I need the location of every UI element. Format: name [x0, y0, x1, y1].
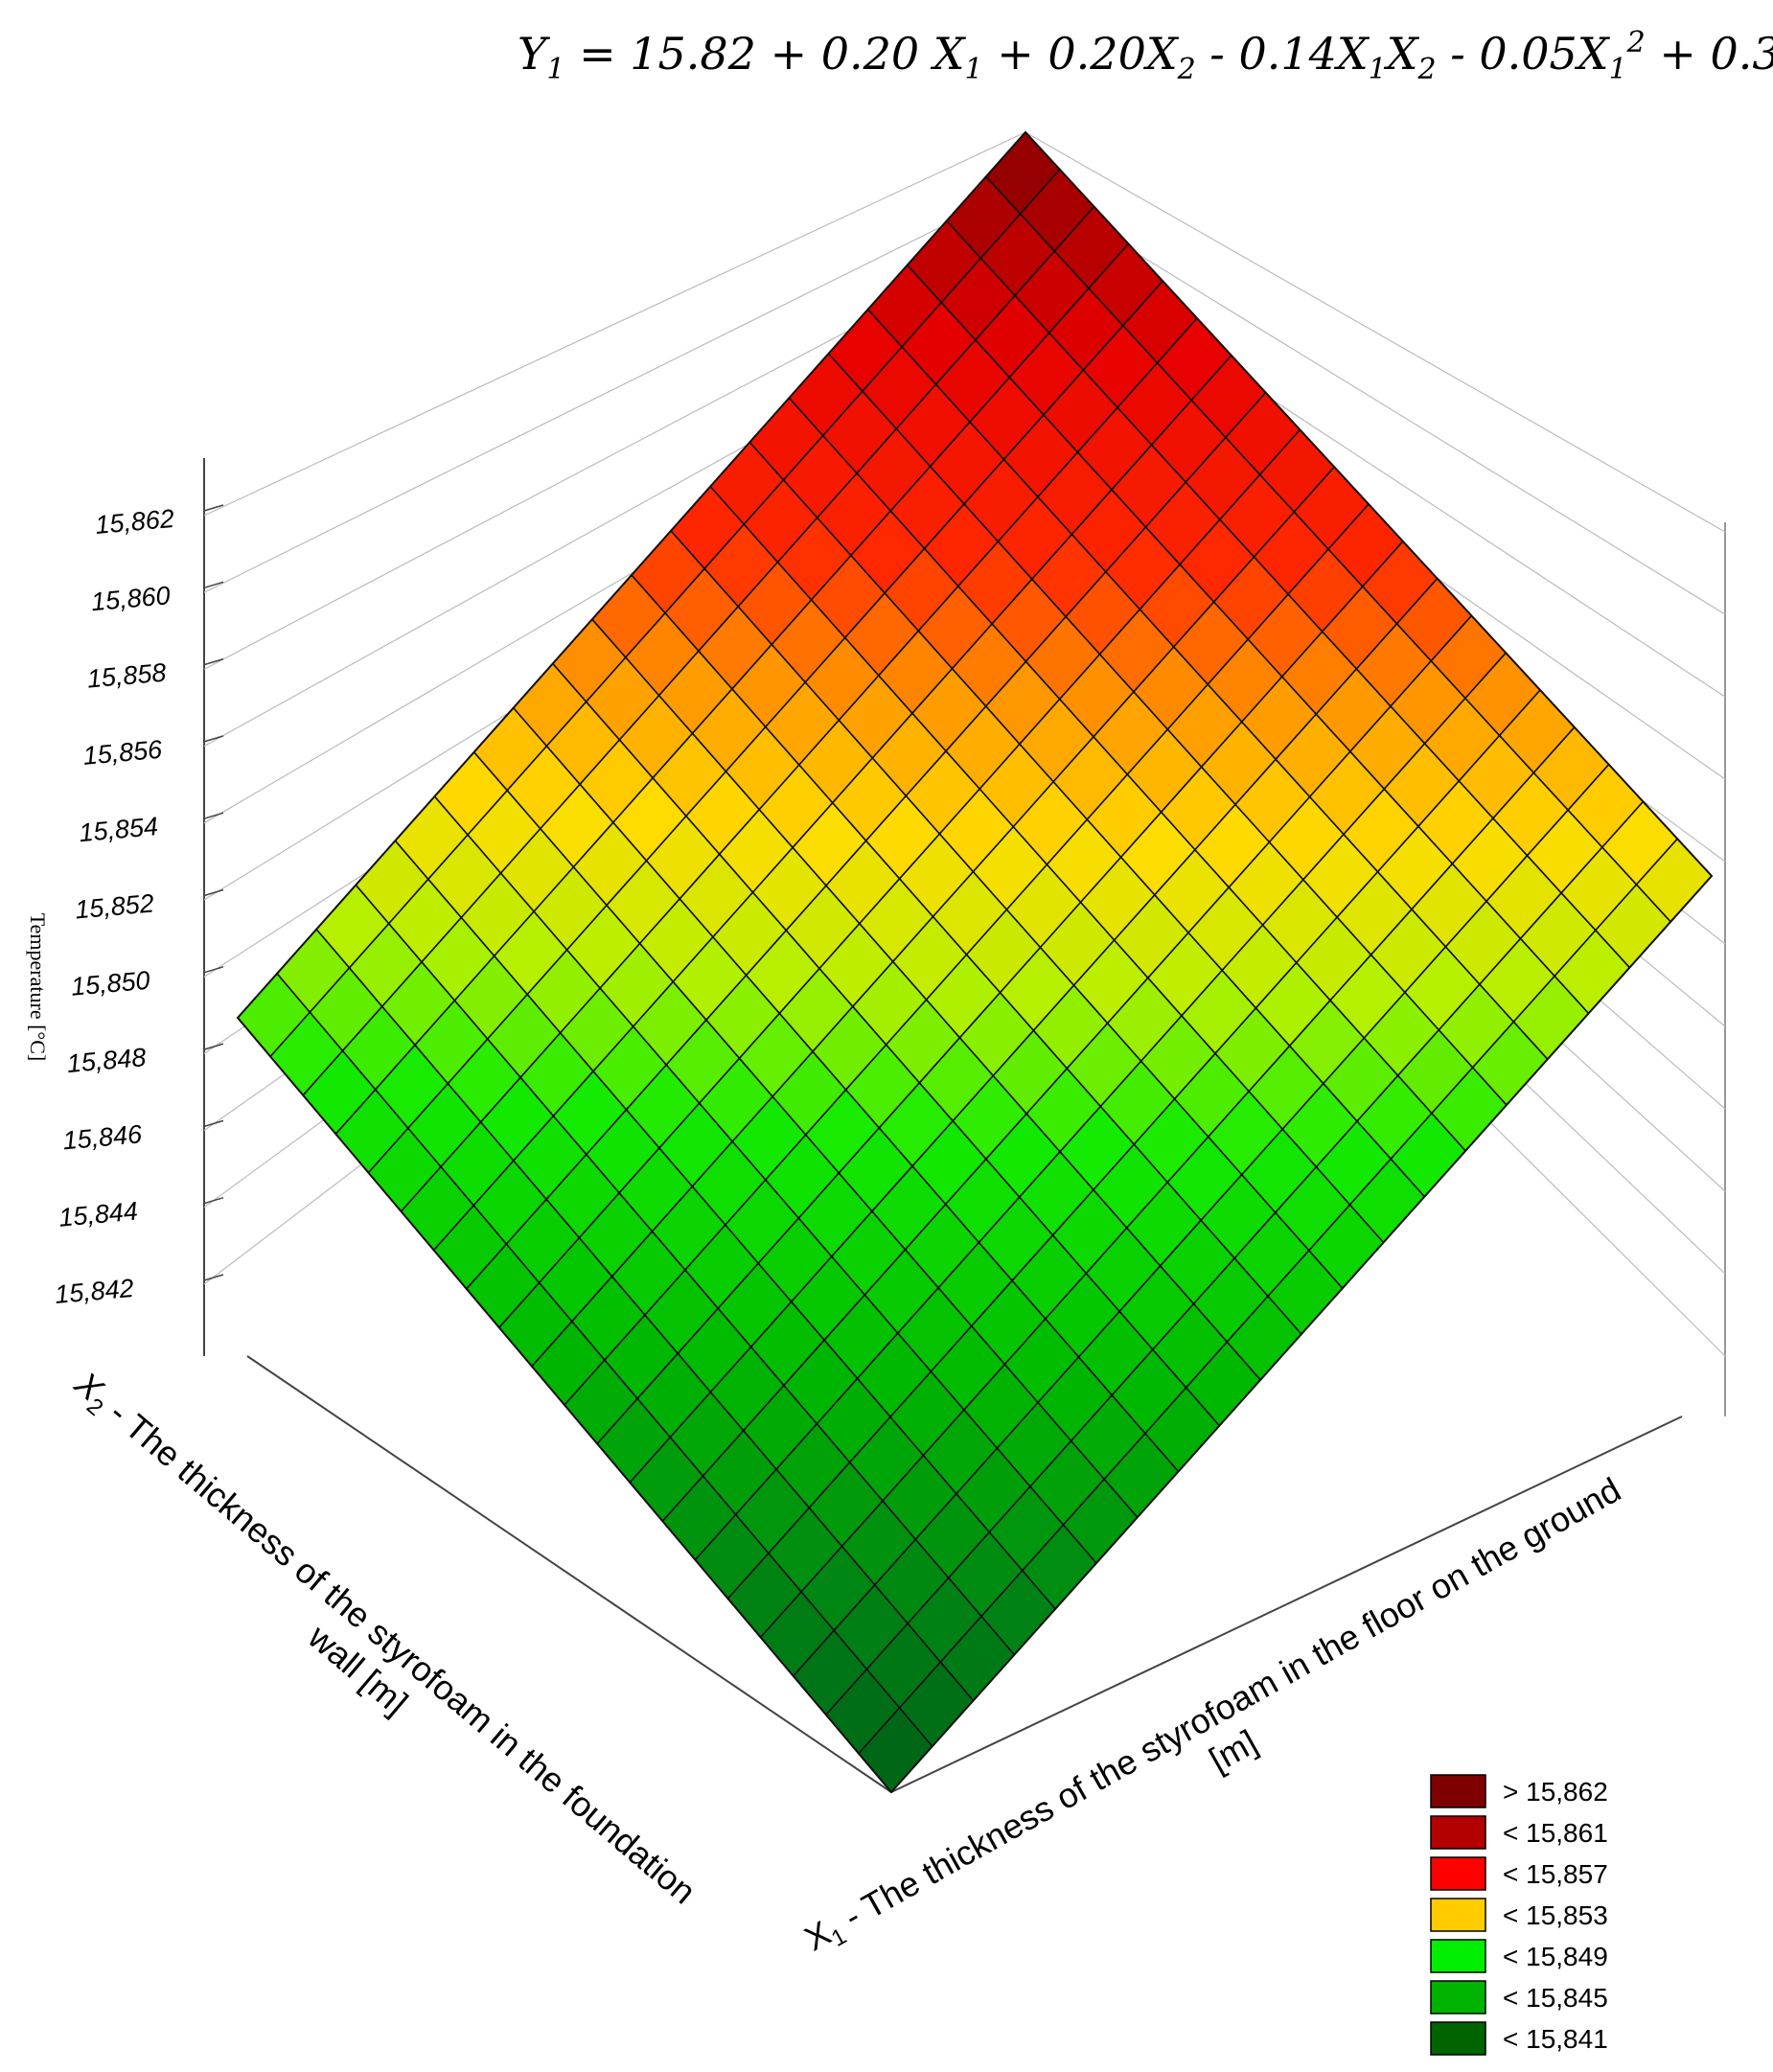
z-tick: 15,856: [81, 735, 224, 771]
z-tick: 15,852: [74, 888, 224, 924]
z-tick-mark: [203, 735, 224, 743]
z-tick-mark: [203, 657, 224, 666]
z-tick-label: 15,856: [81, 735, 164, 771]
z-tick-mark: [203, 581, 224, 589]
legend-label: < 15,861: [1503, 1818, 1608, 1848]
z-tick-label: 15,848: [66, 1043, 148, 1078]
legend-swatch: [1430, 1815, 1486, 1850]
z-tick-label: 15,854: [78, 812, 159, 847]
z-tick: 15,862: [94, 504, 224, 540]
z-tick: 15,850: [70, 966, 224, 1001]
z-tick: 15,842: [54, 1274, 224, 1309]
z-axis-label: Temperature [°C]: [26, 913, 50, 1061]
z-tick-label: 15,844: [58, 1197, 139, 1232]
legend-label: < 15,841: [1503, 2024, 1608, 2054]
z-tick-mark: [203, 812, 224, 819]
legend-item: < 15,857: [1430, 1856, 1608, 1891]
z-tick-label: 15,860: [90, 581, 172, 616]
z-tick: 15,848: [66, 1043, 224, 1078]
z-tick-label: 15,858: [86, 657, 168, 693]
legend-label: < 15,853: [1503, 1900, 1608, 1930]
legend-swatch: [1430, 1856, 1486, 1891]
legend-item: > 15,862: [1430, 1774, 1608, 1808]
legend-label: < 15,857: [1503, 1859, 1608, 1889]
legend-label: > 15,862: [1503, 1777, 1608, 1807]
z-tick-mark: [203, 1196, 224, 1205]
z-axis-ticks: 15,842 15,844 15,846 15,848 15,850 15,852 15,8…: [54, 504, 224, 1309]
grid-line: [203, 184, 1026, 593]
legend-label: < 15,845: [1503, 1983, 1608, 2013]
legend-swatch: [1430, 1980, 1486, 2014]
x1-axis-line: [890, 1416, 1683, 1793]
z-tick-mark: [203, 504, 224, 512]
z-tick: 15,860: [90, 581, 224, 616]
z-tick-mark: [203, 1274, 224, 1281]
legend: > 15,862 < 15,861 < 15,857 < 15,853 < 15,849…: [1430, 1774, 1608, 2056]
legend-swatch: [1430, 1939, 1486, 1973]
x2-axis-line: [246, 1355, 892, 1793]
z-tick-label: 15,850: [70, 966, 151, 1001]
z-tick: 15,858: [86, 657, 224, 694]
z-tick-label: 15,862: [94, 504, 175, 540]
z-tick-label: 15,852: [74, 888, 155, 924]
legend-swatch: [1430, 2021, 1486, 2056]
legend-item: < 15,845: [1430, 1980, 1608, 2014]
eq-lhs: Y: [518, 28, 551, 80]
z-tick: 15,854: [78, 812, 224, 847]
legend-swatch: [1430, 1774, 1486, 1808]
grid-line: [203, 131, 1026, 517]
z-tick: 15,844: [58, 1196, 224, 1232]
legend-swatch: [1430, 1898, 1486, 1932]
legend-item: < 15,849: [1430, 1939, 1608, 1973]
legend-label: < 15,849: [1503, 1942, 1608, 1971]
z-tick-mark: [203, 1043, 224, 1050]
grid-line: [1025, 184, 1726, 615]
legend-item: < 15,853: [1430, 1898, 1608, 1932]
grid-line: [1025, 131, 1726, 533]
z-tick-mark: [203, 966, 224, 974]
chart-equation: Y1 = 15.82 + 0.20 X1 + 0.20X2 - 0.14X1X2…: [518, 26, 1773, 86]
z-tick: 15,846: [61, 1119, 224, 1155]
legend-item: < 15,861: [1430, 1815, 1608, 1850]
response-surface: [236, 130, 1714, 1794]
surface-outline: [236, 130, 1714, 1794]
z-tick-mark: [203, 888, 224, 897]
legend-item: < 15,841: [1430, 2021, 1608, 2056]
z-tick-mark: [203, 1119, 224, 1128]
z-tick-label: 15,842: [54, 1274, 135, 1309]
z-tick-label: 15,846: [61, 1119, 144, 1155]
